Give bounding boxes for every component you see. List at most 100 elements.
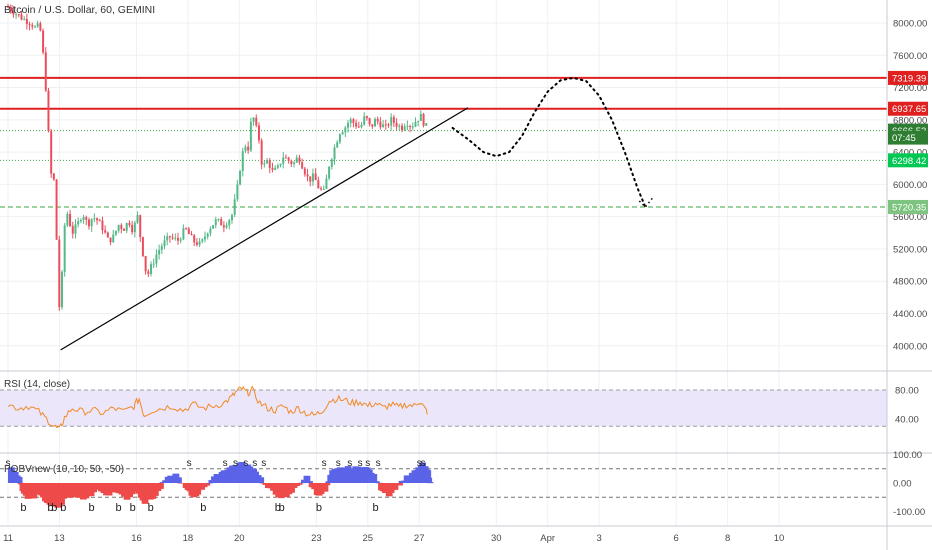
candle-body bbox=[166, 236, 169, 241]
candle-body bbox=[214, 219, 217, 226]
sell-signal-label: s bbox=[223, 458, 228, 469]
obv-bar bbox=[321, 483, 329, 492]
rsi-tick-label: 40.00 bbox=[895, 415, 919, 426]
candle-body bbox=[206, 233, 209, 237]
candle-body bbox=[422, 113, 425, 126]
candle-body bbox=[20, 14, 23, 20]
sell-signal-label: s bbox=[252, 458, 257, 469]
candle-body bbox=[387, 124, 390, 126]
obv-bar bbox=[157, 483, 164, 489]
time-tick-label: 6 bbox=[674, 533, 679, 544]
sell-signal-label: s bbox=[358, 458, 363, 469]
time-tick-label: 25 bbox=[363, 533, 374, 544]
trendline bbox=[60, 107, 469, 351]
obv-bar bbox=[175, 477, 182, 483]
candle-body bbox=[241, 151, 244, 171]
candle-body bbox=[141, 237, 144, 257]
candle-body bbox=[168, 236, 171, 238]
candle-body bbox=[15, 14, 18, 16]
candle-body bbox=[293, 162, 296, 165]
sell-signal-label: s bbox=[187, 458, 192, 469]
candle-body bbox=[160, 246, 163, 251]
candle-body bbox=[284, 157, 287, 159]
candle-body bbox=[325, 178, 328, 189]
sell-signal-label: s bbox=[6, 458, 11, 469]
obv-label: POBVnew (10, 10, 50, -50) bbox=[4, 464, 124, 475]
price-candles bbox=[7, 3, 428, 311]
candle-body bbox=[128, 223, 131, 226]
candle-body bbox=[414, 122, 417, 127]
candle-body bbox=[82, 217, 85, 221]
candle-body bbox=[274, 167, 277, 170]
price-tag-box bbox=[888, 70, 928, 85]
candle-body bbox=[249, 121, 252, 151]
price-tick-label: 6000.00 bbox=[893, 180, 927, 191]
candle-body bbox=[44, 52, 47, 91]
candle-body bbox=[66, 214, 69, 226]
buy-signal-label: b bbox=[279, 502, 285, 514]
candle-body bbox=[90, 218, 93, 227]
candle-body bbox=[417, 120, 420, 123]
candle-body bbox=[201, 239, 204, 242]
candle-body bbox=[239, 170, 242, 185]
obv-bar bbox=[306, 481, 313, 483]
price-tag-label: 7319.39 bbox=[892, 73, 926, 84]
candle-body bbox=[328, 166, 331, 179]
candle-body bbox=[266, 160, 269, 164]
candle-body bbox=[104, 230, 107, 233]
candle-body bbox=[301, 162, 304, 169]
candle-body bbox=[279, 163, 282, 166]
candle-body bbox=[9, 6, 12, 11]
candle-body bbox=[298, 157, 301, 163]
candle-body bbox=[171, 237, 174, 239]
obv-bar bbox=[205, 482, 213, 484]
buy-signal-label: b bbox=[60, 502, 66, 514]
candle-body bbox=[47, 90, 50, 132]
grid-lines bbox=[0, 0, 887, 526]
candle-body bbox=[395, 122, 398, 127]
candle-body bbox=[317, 180, 320, 189]
buy-signal-label: b bbox=[51, 502, 57, 514]
buy-signal-label: b bbox=[275, 502, 281, 514]
candle-body bbox=[33, 26, 36, 28]
price-tag-box bbox=[888, 199, 928, 214]
candle-body bbox=[392, 117, 395, 123]
chart-title: Bitcoin / U.S. Dollar, 60, GEMINI bbox=[4, 4, 155, 16]
candle-body bbox=[222, 225, 225, 228]
rsi-tick-label: 80.00 bbox=[895, 386, 919, 397]
candle-body bbox=[152, 263, 155, 265]
buy-signal-label: b bbox=[20, 502, 26, 514]
candle-body bbox=[263, 163, 266, 165]
obv-bar bbox=[424, 470, 432, 483]
candle-body bbox=[233, 199, 236, 215]
candle-body bbox=[212, 225, 215, 229]
candle-body bbox=[31, 24, 34, 27]
obv-bar bbox=[323, 483, 331, 486]
price-tick-label: 4800.00 bbox=[893, 277, 927, 288]
candle-body bbox=[114, 230, 117, 235]
candle-body bbox=[336, 142, 339, 148]
candle-body bbox=[36, 23, 39, 27]
price-tag-label: 6298.42 bbox=[892, 156, 926, 167]
time-tick-label: 23 bbox=[311, 533, 322, 544]
candle-body bbox=[225, 225, 228, 228]
candle-body bbox=[295, 157, 298, 163]
drawings bbox=[60, 76, 654, 351]
candle-body bbox=[28, 24, 31, 26]
candle-body bbox=[347, 122, 350, 128]
candle-body bbox=[209, 228, 212, 234]
candle-body bbox=[236, 184, 239, 200]
candle-body bbox=[268, 160, 271, 168]
candle-body bbox=[330, 159, 333, 167]
candle-body bbox=[344, 127, 347, 133]
candle-body bbox=[109, 237, 112, 243]
candle-body bbox=[382, 124, 385, 128]
buy-signal-label: b bbox=[47, 502, 53, 514]
candle-body bbox=[287, 157, 290, 161]
price-tick-label: 7200.00 bbox=[893, 83, 927, 94]
candle-body bbox=[203, 236, 206, 240]
obv-tick-label: 100.00 bbox=[893, 450, 922, 461]
